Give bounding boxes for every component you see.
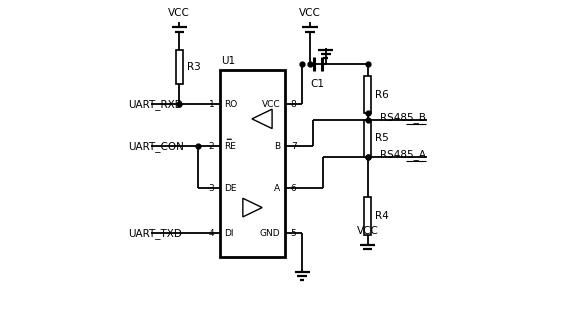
- Text: 2: 2: [209, 142, 214, 151]
- Text: 1: 1: [209, 100, 214, 109]
- Text: VCC: VCC: [357, 226, 379, 236]
- Text: GND: GND: [260, 229, 280, 238]
- Text: 7: 7: [291, 142, 297, 151]
- Bar: [364, 120, 371, 157]
- Text: 3: 3: [209, 184, 214, 192]
- Text: UART_TXD: UART_TXD: [128, 228, 182, 239]
- Text: 8: 8: [291, 100, 297, 109]
- Text: R6: R6: [375, 90, 389, 100]
- Text: RO: RO: [224, 100, 238, 109]
- Text: UART_CON: UART_CON: [128, 141, 184, 152]
- Text: C1: C1: [311, 79, 325, 89]
- Text: 4: 4: [209, 229, 214, 238]
- Text: 6: 6: [291, 184, 297, 192]
- Text: UART_RXD: UART_RXD: [128, 99, 183, 110]
- Text: RS485_A: RS485_A: [380, 149, 426, 160]
- Text: VCC: VCC: [262, 100, 280, 109]
- Polygon shape: [243, 198, 262, 217]
- Text: VCC: VCC: [299, 8, 321, 18]
- Bar: [220, 70, 285, 257]
- Bar: [364, 76, 371, 113]
- Text: U1: U1: [222, 56, 236, 66]
- Text: B: B: [274, 142, 280, 151]
- Bar: [176, 50, 183, 84]
- Text: VCC: VCC: [168, 8, 190, 18]
- Bar: [364, 198, 371, 235]
- Polygon shape: [252, 109, 272, 129]
- Text: A: A: [274, 184, 280, 192]
- Text: R5: R5: [375, 133, 389, 143]
- Text: DI: DI: [224, 229, 234, 238]
- Text: RE: RE: [224, 142, 236, 151]
- Text: DE: DE: [224, 184, 237, 192]
- Text: 5: 5: [291, 229, 297, 238]
- Text: R4: R4: [375, 211, 389, 221]
- Text: RS485_B: RS485_B: [380, 112, 426, 122]
- Text: R3: R3: [187, 62, 201, 72]
